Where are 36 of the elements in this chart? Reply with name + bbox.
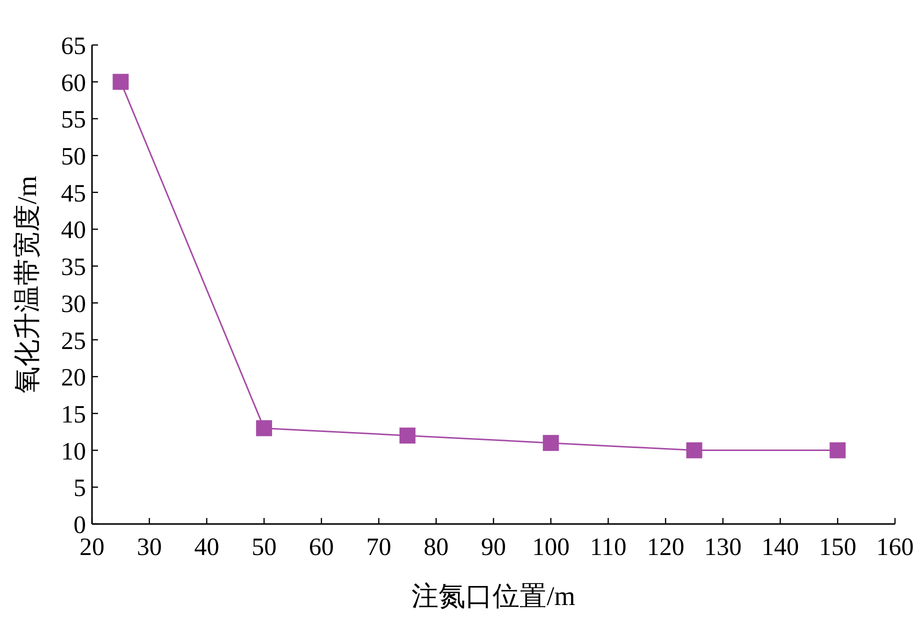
x-tick-label: 150 [818,534,856,561]
x-tick-label: 50 [252,534,277,561]
y-axis-title: 氧化升温带宽度/m [12,176,42,394]
x-tick-label: 80 [424,534,449,561]
x-tick-label: 130 [704,534,742,561]
x-tick-label: 90 [481,534,506,561]
y-tick-label: 50 [61,144,86,171]
y-tick-label: 10 [61,438,86,466]
x-tick-label: 70 [366,534,392,561]
point [542,434,559,451]
y-tick-label: 35 [61,254,86,282]
y-tick-label: 40 [61,217,86,244]
point [399,428,416,444]
y-tick-label: 25 [61,328,86,355]
y-tick-label: 15 [61,401,86,428]
y-tick-label: 55 [61,106,86,134]
x-tick-label: 100 [532,534,570,561]
point [830,442,846,458]
point [112,74,129,90]
x-tick-label: 160 [876,534,914,561]
y-tick-label: 45 [61,180,86,208]
y-tick-label: 0 [74,512,86,539]
point [686,442,702,458]
y-tick-label: 20 [61,364,86,392]
x-tick-label: 110 [590,534,627,561]
x-tick-label: 60 [308,534,334,561]
point [256,420,272,436]
y-tick-label: 5 [74,475,86,502]
y-tick-label: 60 [61,70,86,97]
x-tick-label: 30 [136,534,162,561]
x-axis-title: 注氮口位置/m [412,581,576,611]
x-tick-label: 120 [646,534,684,561]
x-tick-label: 40 [194,534,220,561]
y-tick-label: 30 [61,290,86,318]
y-tick-label: 65 [61,33,86,60]
x-tick-label: 140 [762,534,800,561]
